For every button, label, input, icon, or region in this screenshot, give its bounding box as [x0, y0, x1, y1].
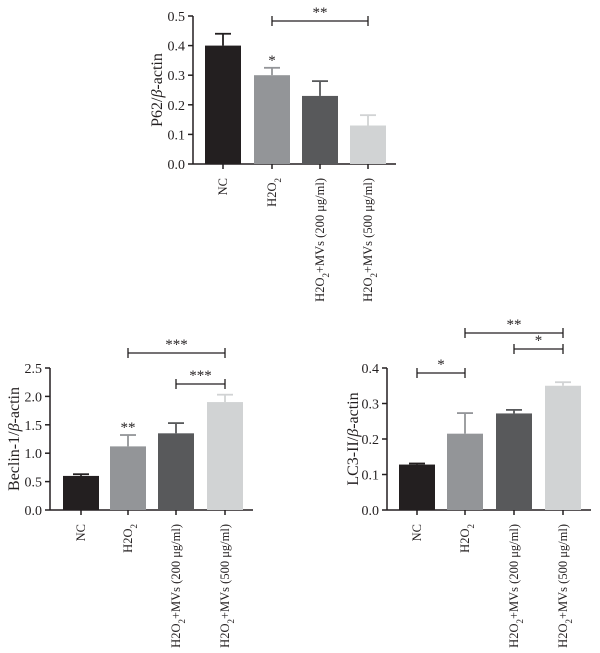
category-label-3: H2O2+MVs (500 μg/ml) — [218, 524, 236, 648]
bracket-label-2: * — [535, 333, 543, 349]
category-label-0: NC — [74, 524, 88, 541]
y-axis-label: P62/β-actin — [149, 53, 166, 127]
y-tick-label: 0.1 — [168, 128, 186, 143]
significance-star-1: ** — [121, 420, 136, 436]
category-label-3: H2O2+MVs (500 μg/ml) — [556, 524, 574, 648]
category-label-1: H2O2 — [121, 524, 139, 553]
category-label-1: H2O2 — [458, 524, 476, 553]
y-tick-label: 1.0 — [25, 447, 43, 462]
y-tick-label: 0.4 — [168, 40, 186, 55]
bar-0 — [63, 475, 99, 510]
bar-1 — [254, 75, 290, 164]
y-tick-label: 0.5 — [168, 10, 186, 25]
bar-0 — [399, 464, 435, 510]
bar-1 — [110, 446, 146, 510]
y-tick-label: 1.5 — [25, 419, 43, 434]
chart-panel-p62: 0.0 0.1 0.2 0.3 0.4 0.5 P62/β-actin NC H2O2 * H2O2… — [149, 5, 396, 302]
bar-3 — [207, 402, 243, 510]
y-axis-label: LC3-II/β-actin — [345, 392, 362, 485]
y-tick-label: 0.0 — [362, 504, 380, 519]
y-tick-label: 0.4 — [362, 362, 380, 377]
y-tick-label: 0.3 — [362, 398, 380, 413]
y-tick-label: 0.2 — [362, 433, 380, 448]
category-label-3: H2O2+MVs (500 μg/ml) — [361, 178, 379, 302]
y-tick-label: 0.3 — [168, 69, 186, 84]
bracket-label-0: * — [437, 357, 445, 373]
y-tick-label: 0.1 — [362, 469, 380, 484]
y-tick-label: 0.2 — [168, 99, 186, 114]
category-label-1: H2O2 — [265, 178, 283, 207]
y-tick-label: 0.0 — [168, 158, 186, 173]
significance-star-1: * — [268, 53, 276, 69]
category-label-2: H2O2+MVs (200 μg/ml) — [313, 178, 331, 302]
category-label-2: H2O2+MVs (200 μg/ml) — [507, 524, 525, 648]
bracket-label-0: ** — [313, 5, 328, 21]
bracket-label-1: *** — [189, 368, 212, 384]
bracket-label-1: ** — [507, 317, 522, 333]
bracket-label-0: *** — [165, 337, 188, 353]
y-tick-label: 2.0 — [25, 390, 43, 405]
bar-1 — [447, 433, 483, 510]
y-axis-label: Beclin-1/β-actin — [6, 387, 23, 491]
bar-3 — [545, 385, 581, 510]
category-label-0: NC — [216, 178, 230, 195]
category-label-2: H2O2+MVs (200 μg/ml) — [169, 524, 187, 648]
bar-0 — [205, 45, 241, 164]
category-label-0: NC — [410, 524, 424, 541]
bar-2 — [496, 413, 532, 510]
y-tick-label: 2.5 — [25, 362, 43, 377]
y-tick-label: 0.0 — [25, 504, 43, 519]
y-tick-label: 0.5 — [25, 476, 43, 491]
bar-3 — [350, 125, 386, 164]
bar-2 — [158, 433, 194, 510]
bar-2 — [302, 95, 338, 164]
